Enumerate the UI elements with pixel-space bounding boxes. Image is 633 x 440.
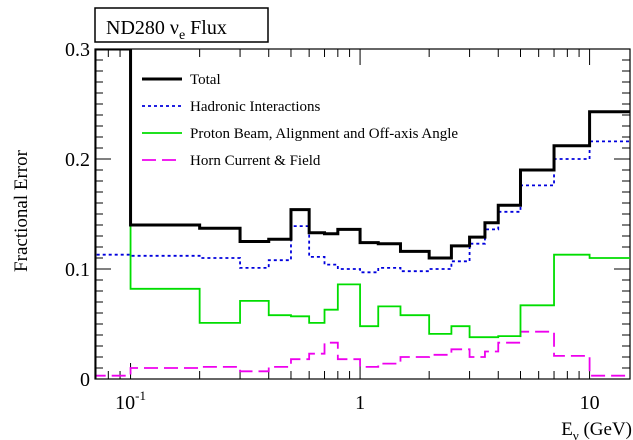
y-tick-label: 0.3: [65, 39, 90, 61]
series-line-horn-current-field: [95, 330, 630, 379]
y-tick-label: 0.1: [65, 259, 90, 281]
x-tick-label: 10: [580, 392, 600, 414]
legend-label-hadronic-interactions: Hadronic Interactions: [190, 99, 321, 115]
y-tick-label: 0: [80, 369, 90, 391]
y-tick-label: 0.2: [65, 149, 90, 171]
legend-label-horn-current-field: Horn Current & Field: [190, 153, 321, 169]
x-axis-label: Eν (GeV): [561, 419, 632, 440]
plot-frame: [94, 48, 631, 380]
x-tick-label: 10-1: [115, 388, 146, 414]
x-axis-label-rest: (GeV): [579, 419, 632, 440]
series-line-hadronic-interactions: [95, 140, 630, 379]
y-axis-label: Fractional Error: [11, 149, 32, 272]
plot-area: 0 0.1 0.2 0.3 10-1 1 10 Total Hadronic Interacti…: [65, 39, 631, 414]
x-tick-label: 1: [355, 392, 365, 414]
title-box-frame: [94, 7, 269, 43]
chart-title-subscript: e: [179, 28, 185, 43]
title-box: ND280 νe Flux: [94, 7, 269, 43]
x-axis-label-subscript: ν: [573, 428, 579, 440]
legend: Total Hadronic Interactions Proton Beam, A…: [142, 72, 458, 169]
legend-label-proton-beam-alignment-and-off-axis-angle: Proton Beam, Alignment and Off-axis Angl…: [190, 126, 458, 142]
series-line-proton-beam-alignment-and-off-axis-angle: [95, 49, 630, 379]
chart-title-rest: Flux: [185, 17, 227, 39]
chart-title: ND280 νe Flux: [106, 17, 227, 43]
legend-label-total: Total: [190, 72, 221, 88]
series-line-total: [95, 49, 630, 379]
